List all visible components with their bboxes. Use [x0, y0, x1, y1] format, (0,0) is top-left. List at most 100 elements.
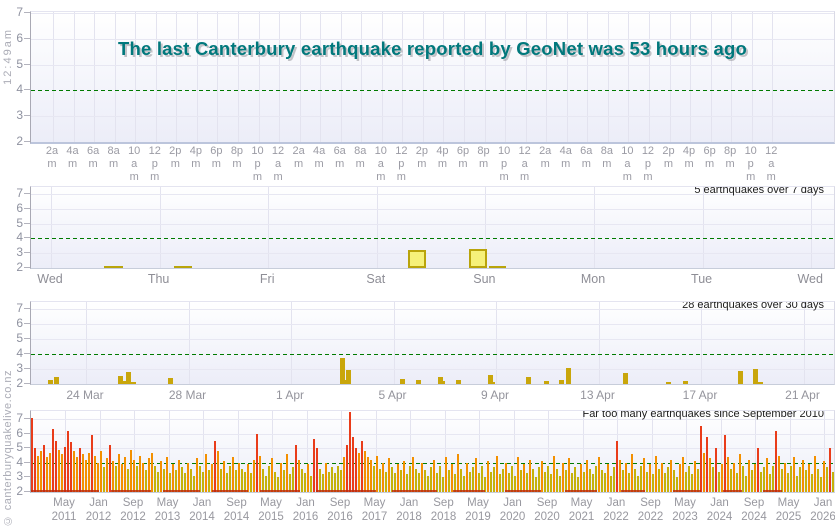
y-axis-label: 5 [16, 440, 23, 455]
baseline-marker [111, 490, 152, 492]
magnitude-bar [54, 376, 60, 384]
magnitude-bar [538, 467, 540, 492]
gridline-h [31, 324, 834, 325]
magnitude-bar [457, 454, 459, 492]
gridline-v [203, 411, 204, 492]
x-axis-label: 2am [45, 145, 59, 171]
y-axis-tick [24, 447, 30, 449]
magnitude-bar [763, 467, 765, 492]
gridline-v [566, 12, 568, 142]
gridline-v [340, 12, 342, 142]
magnitude-bar [64, 446, 66, 492]
magnitude-bar [724, 435, 726, 492]
gridline-v [686, 411, 687, 492]
y-axis-tick [24, 37, 30, 39]
y-axis-tick [24, 207, 30, 209]
magnitude-bar [682, 456, 684, 492]
magnitude-bar [658, 468, 660, 492]
magnitude-bar [484, 477, 486, 492]
x-axis-label: 6am [580, 145, 593, 171]
y-axis-label: 7 [16, 301, 23, 315]
magnitude-bar [709, 458, 711, 492]
baseline-marker [673, 490, 702, 492]
y-axis-tick [24, 89, 30, 91]
magnitude-bar [715, 448, 717, 492]
magnitude-bar [373, 465, 375, 492]
y-axis-tick [24, 461, 30, 463]
magnitude-bar [47, 380, 53, 384]
x-axis-label: Wed [797, 272, 823, 286]
panel-48h: The last Canterbury earthquake reported … [0, 0, 835, 183]
magnitude-bar [613, 467, 615, 492]
gridline-v [811, 187, 813, 268]
y-axis-tick [24, 267, 30, 268]
magnitude-bar [499, 474, 501, 492]
magnitude-bar [125, 372, 131, 384]
magnitude-bar [226, 473, 228, 492]
magnitude-bar [586, 459, 588, 492]
x-axis-label: May 2021 [568, 497, 595, 524]
magnitude-bar [173, 265, 193, 268]
magnitude-bar [655, 455, 657, 492]
magnitude-bar [253, 459, 255, 492]
magnitude-bar [766, 458, 768, 492]
y-axis-label: 5 [16, 331, 23, 345]
magnitude-bar [131, 382, 137, 384]
gridline-v [485, 187, 487, 268]
magnitude-bar [250, 473, 252, 492]
magnitude-bar [808, 464, 810, 492]
y-axis-tick [24, 338, 30, 339]
magnitude-bar [758, 382, 764, 384]
gridline-h [31, 448, 834, 450]
magnitude-bar [43, 445, 45, 492]
magnitude-bar [550, 474, 552, 492]
y-axis-tick [24, 491, 30, 492]
gridline-v [546, 12, 548, 142]
magnitude-bar [742, 465, 744, 492]
magnitude-bar [505, 462, 507, 492]
magnitude-bar [229, 465, 231, 492]
magnitude-bar [115, 465, 117, 492]
magnitude-bar [631, 454, 633, 492]
magnitude-bar [247, 464, 249, 492]
y-axis-tick [24, 252, 30, 254]
gridline-v [291, 302, 292, 384]
magnitude-bar [760, 471, 762, 492]
y-axis-label: 2 [16, 134, 23, 148]
x-axis-label: Sep 2014 [223, 497, 250, 524]
magnitude-bar [409, 465, 411, 492]
magnitude-bar [280, 462, 282, 492]
magnitude-bar [433, 459, 435, 492]
baseline-marker [504, 490, 541, 492]
x-axis-label: 4pm [436, 145, 449, 171]
x-axis-label: 6am [333, 145, 346, 171]
gridline-v [155, 12, 157, 142]
magnitude-bar [475, 458, 477, 492]
y-axis-label: 4 [16, 82, 23, 97]
magnitude-bar [415, 380, 421, 384]
magnitude-bar [502, 468, 504, 492]
magnitude-bar [568, 458, 570, 492]
y-axis-label: 6 [16, 316, 23, 330]
y-axis-tick [24, 383, 30, 384]
x-axis-label: Sep 2022 [637, 497, 664, 524]
magnitude-bar [826, 467, 828, 492]
gridline-v [258, 12, 260, 142]
y-axis-tick [24, 323, 30, 324]
magnitude-bar [525, 376, 531, 384]
magnitude-bar [769, 474, 771, 492]
magnitude-bar [488, 266, 506, 268]
magnitude-bar [61, 454, 63, 492]
magnitude-bar [679, 464, 681, 492]
magnitude-bar [772, 465, 774, 492]
x-axis-label: 1 Apr [275, 388, 305, 402]
gridline-h [31, 309, 834, 310]
x-axis-label: 10am [374, 145, 387, 184]
magnitude-bar [508, 473, 510, 492]
magnitude-bar [178, 459, 180, 492]
magnitude-bar [151, 452, 153, 492]
magnitude-bar [364, 451, 366, 492]
magnitude-bar [106, 458, 108, 492]
gridline-v [690, 12, 692, 142]
magnitude-bar [166, 456, 168, 492]
